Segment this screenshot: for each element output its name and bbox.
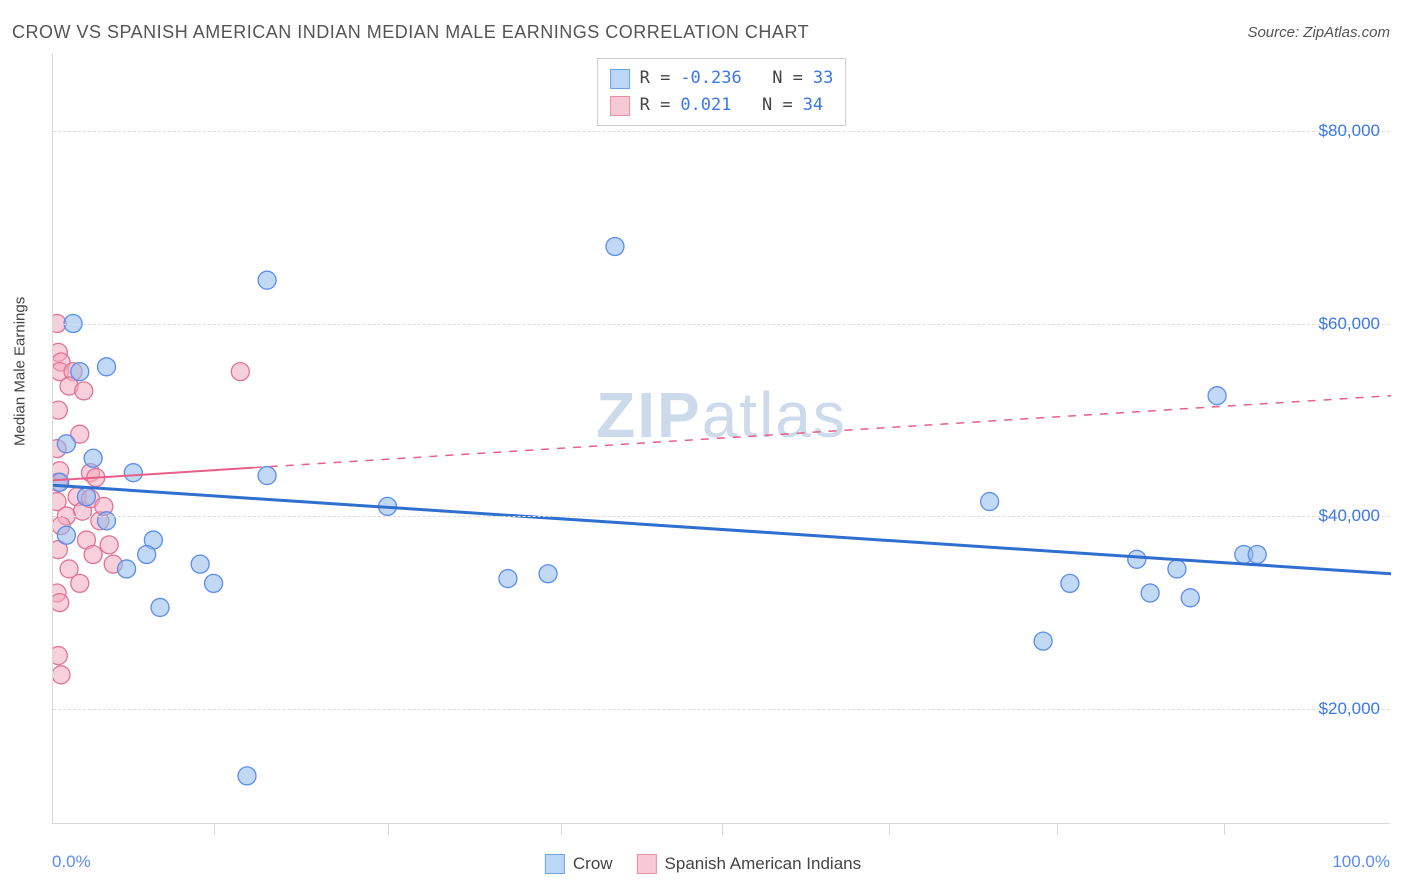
x-tick [1057,823,1058,835]
legend-r-value: -0.236 [680,65,741,92]
spanish-point [53,647,67,665]
crow-point [1208,387,1226,405]
chart-container: CROW VS SPANISH AMERICAN INDIAN MEDIAN M… [0,0,1406,892]
spanish-point [75,382,93,400]
x-tick [722,823,723,835]
legend-r-label: R = [640,65,671,92]
spanish-trendline-dashed [254,396,1391,468]
gridline [53,709,1390,710]
spanish-point [53,666,70,684]
legend-item: Crow [545,854,613,874]
legend-swatch [545,854,565,874]
x-tick [889,823,890,835]
source-attribution: Source: ZipAtlas.com [1247,24,1390,41]
crow-point [151,598,169,616]
legend-swatch [637,854,657,874]
y-tick-label: $20,000 [1319,699,1380,719]
legend-n-value: 33 [813,65,833,92]
spanish-point [53,401,67,419]
legend-stats-row: R = 0.021 N = 34 [610,92,834,119]
crow-point [258,467,276,485]
y-tick-label: $60,000 [1319,314,1380,334]
legend-r-value: 0.021 [680,92,731,119]
crow-point [77,488,95,506]
crow-point [499,570,517,588]
legend-swatch [610,69,630,89]
crow-point [138,546,156,564]
crow-point [981,493,999,511]
crow-point [124,464,142,482]
spanish-point [71,574,89,592]
plot-area: ZIPatlas R =-0.236 N =33R = 0.021 N =34 … [52,54,1390,824]
crow-point [1034,632,1052,650]
crow-point [1128,550,1146,568]
legend-swatch [610,96,630,116]
y-tick-label: $40,000 [1319,506,1380,526]
spanish-point [100,536,118,554]
crow-point [1061,574,1079,592]
x-axis-max-label: 100.0% [1332,852,1390,872]
legend-n-value: 34 [803,92,823,119]
crow-point [539,565,557,583]
legend-r-label: R = [640,92,671,119]
spanish-point [84,546,102,564]
gridline [53,324,1390,325]
crow-point [57,526,75,544]
legend-bottom: Crow Spanish American Indians [545,854,861,874]
legend-stats-box: R =-0.236 N =33R = 0.021 N =34 [597,58,847,126]
x-tick [214,823,215,835]
legend-stats-row: R = -0.236 N = 33 [610,65,834,92]
crow-point [238,767,256,785]
spanish-point [53,594,69,612]
legend-n-label: N = [752,65,803,92]
crow-point [606,238,624,256]
crow-point [98,358,116,376]
crow-point [98,512,116,530]
crow-point [1248,546,1266,564]
crow-point [1168,560,1186,578]
crow-point [53,473,69,491]
crow-point [84,449,102,467]
legend-label: Crow [573,854,613,874]
crow-point [71,363,89,381]
gridline [53,516,1390,517]
legend-label: Spanish American Indians [665,854,862,874]
x-tick [388,823,389,835]
crow-point [1181,589,1199,607]
y-tick-label: $80,000 [1319,121,1380,141]
y-axis-title: Median Male Earnings [12,297,29,446]
crow-point [191,555,209,573]
gridline [53,131,1390,132]
legend-item: Spanish American Indians [637,854,862,874]
x-tick [561,823,562,835]
crow-trendline [53,485,1391,574]
x-axis-min-label: 0.0% [52,852,91,872]
crow-point [57,435,75,453]
legend-n-label: N = [742,92,793,119]
crow-point [118,560,136,578]
chart-title: CROW VS SPANISH AMERICAN INDIAN MEDIAN M… [12,22,809,43]
x-tick [1224,823,1225,835]
crow-point [205,574,223,592]
crow-point [258,271,276,289]
spanish-point [231,363,249,381]
crow-point [1141,584,1159,602]
